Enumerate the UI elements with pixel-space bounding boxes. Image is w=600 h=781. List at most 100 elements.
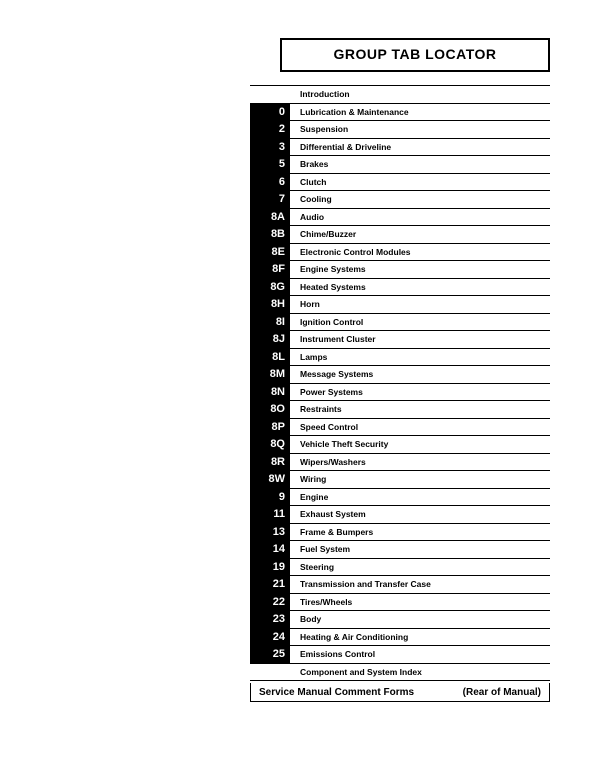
tab-label: Brakes <box>290 156 550 173</box>
tab-label: Heating & Air Conditioning <box>290 629 550 646</box>
tab-label: Transmission and Transfer Case <box>290 576 550 593</box>
table-row: 9Engine <box>250 489 550 507</box>
table-row: 0Lubrication & Maintenance <box>250 104 550 122</box>
table-row: 8NPower Systems <box>250 384 550 402</box>
tab-number: 19 <box>250 559 290 576</box>
tab-label: Differential & Driveline <box>290 139 550 156</box>
tab-number: 25 <box>250 646 290 663</box>
tab-number: 22 <box>250 594 290 611</box>
tab-label: Chime/Buzzer <box>290 226 550 243</box>
tab-number: 14 <box>250 541 290 558</box>
tab-number: 8O <box>250 401 290 418</box>
footer-right: (Rear of Manual) <box>463 687 541 698</box>
table-row: 8EElectronic Control Modules <box>250 244 550 262</box>
table-row: 8ORestraints <box>250 401 550 419</box>
tab-label: Emissions Control <box>290 646 550 663</box>
tab-number: 21 <box>250 576 290 593</box>
tab-number: 9 <box>250 489 290 506</box>
table-row: 8QVehicle Theft Security <box>250 436 550 454</box>
tab-label: Suspension <box>290 121 550 138</box>
tab-number: 8G <box>250 279 290 296</box>
table-row: 19Steering <box>250 559 550 577</box>
table-row: 7Cooling <box>250 191 550 209</box>
table-row: 8AAudio <box>250 209 550 227</box>
tab-number: 8P <box>250 419 290 436</box>
tab-number: 6 <box>250 174 290 191</box>
tab-label: Audio <box>290 209 550 226</box>
tab-label: Lubrication & Maintenance <box>290 104 550 121</box>
tab-number: 3 <box>250 139 290 156</box>
table-row: 8FEngine Systems <box>250 261 550 279</box>
tab-number: 8R <box>250 454 290 471</box>
tab-label: Clutch <box>290 174 550 191</box>
table-row: 24Heating & Air Conditioning <box>250 629 550 647</box>
tab-label: Fuel System <box>290 541 550 558</box>
tab-label: Lamps <box>290 349 550 366</box>
tab-label: Speed Control <box>290 419 550 436</box>
tab-label: Component and System Index <box>290 664 550 681</box>
tab-label: Frame & Bumpers <box>290 524 550 541</box>
tab-number: 24 <box>250 629 290 646</box>
tab-label: Ignition Control <box>290 314 550 331</box>
table-row: 8WWiring <box>250 471 550 489</box>
table-row: 21Transmission and Transfer Case <box>250 576 550 594</box>
group-tab-table: Introduction0Lubrication & Maintenance2S… <box>250 85 550 681</box>
page-title: GROUP TAB LOCATOR <box>333 46 496 62</box>
tab-label: Instrument Cluster <box>290 331 550 348</box>
tab-number: 5 <box>250 156 290 173</box>
tab-label: Engine Systems <box>290 261 550 278</box>
tab-label: Heated Systems <box>290 279 550 296</box>
footer-row: Service Manual Comment Forms (Rear of Ma… <box>250 683 550 702</box>
tab-number: 7 <box>250 191 290 208</box>
tab-label: Wipers/Washers <box>290 454 550 471</box>
title-box: GROUP TAB LOCATOR <box>280 38 550 72</box>
tab-label: Message Systems <box>290 366 550 383</box>
tab-label: Tires/Wheels <box>290 594 550 611</box>
table-row: 22Tires/Wheels <box>250 594 550 612</box>
tab-label: Power Systems <box>290 384 550 401</box>
table-row: 8HHorn <box>250 296 550 314</box>
tab-number: 23 <box>250 611 290 628</box>
table-row: 23Body <box>250 611 550 629</box>
table-row: 6Clutch <box>250 174 550 192</box>
table-row: 11Exhaust System <box>250 506 550 524</box>
footer-left: Service Manual Comment Forms <box>259 687 463 698</box>
table-row: 5Brakes <box>250 156 550 174</box>
tab-number: 8F <box>250 261 290 278</box>
table-row: Component and System Index <box>250 664 550 682</box>
tab-label: Introduction <box>290 86 550 103</box>
tab-number: 13 <box>250 524 290 541</box>
table-row: 8PSpeed Control <box>250 419 550 437</box>
tab-number: 8A <box>250 209 290 226</box>
table-row: 8JInstrument Cluster <box>250 331 550 349</box>
tab-number: 8Q <box>250 436 290 453</box>
table-row: 14Fuel System <box>250 541 550 559</box>
tab-label: Horn <box>290 296 550 313</box>
tab-number: 8J <box>250 331 290 348</box>
table-row: 8BChime/Buzzer <box>250 226 550 244</box>
table-row: 13Frame & Bumpers <box>250 524 550 542</box>
table-row: Introduction <box>250 86 550 104</box>
tab-number: 8N <box>250 384 290 401</box>
tab-label: Cooling <box>290 191 550 208</box>
tab-label: Steering <box>290 559 550 576</box>
tab-number: 8H <box>250 296 290 313</box>
tab-number: 8L <box>250 349 290 366</box>
tab-label: Body <box>290 611 550 628</box>
table-row: 25Emissions Control <box>250 646 550 664</box>
tab-label: Restraints <box>290 401 550 418</box>
tab-number <box>250 86 290 103</box>
table-row: 3Differential & Driveline <box>250 139 550 157</box>
table-row: 8GHeated Systems <box>250 279 550 297</box>
tab-label: Engine <box>290 489 550 506</box>
tab-label: Electronic Control Modules <box>290 244 550 261</box>
table-row: 2Suspension <box>250 121 550 139</box>
table-row: 8LLamps <box>250 349 550 367</box>
tab-number: 8M <box>250 366 290 383</box>
tab-number: 8W <box>250 471 290 488</box>
tab-number: 8B <box>250 226 290 243</box>
tab-number: 8I <box>250 314 290 331</box>
tab-number: 0 <box>250 104 290 121</box>
tab-number <box>250 664 290 681</box>
table-row: 8IIgnition Control <box>250 314 550 332</box>
